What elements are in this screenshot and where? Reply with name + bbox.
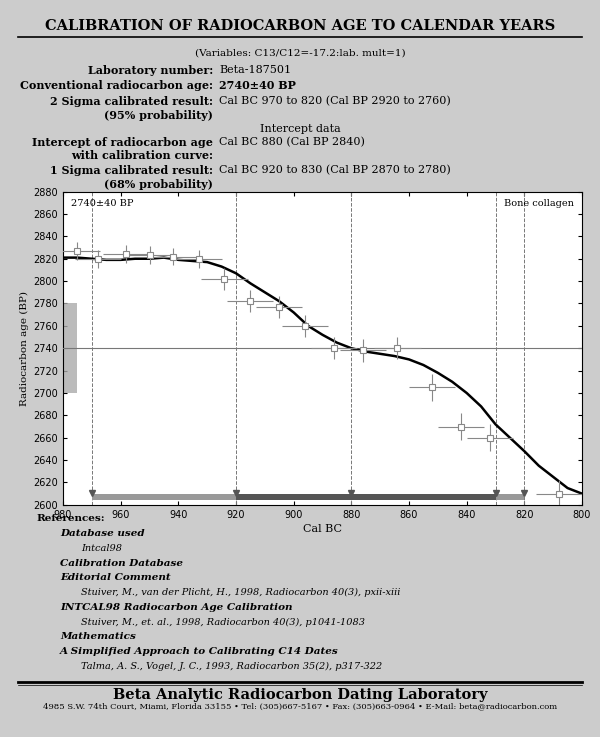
Bar [92, 494, 524, 500]
Y-axis label: Radiocarbon age (BP): Radiocarbon age (BP) [20, 290, 29, 406]
Text: Calibration Database: Calibration Database [60, 559, 183, 567]
Text: (68% probability): (68% probability) [104, 179, 213, 190]
Text: Database used: Database used [60, 529, 145, 538]
Text: (Variables: C13/C12=-17.2:lab. mult=1): (Variables: C13/C12=-17.2:lab. mult=1) [194, 49, 406, 57]
Bar [236, 494, 496, 500]
X-axis label: Cal BC: Cal BC [303, 524, 342, 534]
Text: Intercept of radiocarbon age: Intercept of radiocarbon age [32, 137, 213, 148]
Text: References:: References: [36, 514, 104, 523]
Text: 2740±40 BP: 2740±40 BP [219, 80, 296, 91]
Text: CALIBRATION OF RADIOCARBON AGE TO CALENDAR YEARS: CALIBRATION OF RADIOCARBON AGE TO CALEND… [45, 19, 555, 33]
Text: Mathematics: Mathematics [60, 632, 136, 641]
Text: Editorial Comment: Editorial Comment [60, 573, 170, 582]
Text: Cal BC 880 (Cal BP 2840): Cal BC 880 (Cal BP 2840) [219, 137, 365, 147]
Text: 1 Sigma calibrated result:: 1 Sigma calibrated result: [50, 165, 213, 176]
Text: Cal BC 920 to 830 (Cal BP 2870 to 2780): Cal BC 920 to 830 (Cal BP 2870 to 2780) [219, 165, 451, 175]
Text: Cal BC 970 to 820 (Cal BP 2920 to 2760): Cal BC 970 to 820 (Cal BP 2920 to 2760) [219, 96, 451, 106]
Text: (95% probability): (95% probability) [104, 110, 213, 121]
Text: 2 Sigma calibrated result:: 2 Sigma calibrated result: [50, 96, 213, 107]
Text: with calibration curve:: with calibration curve: [71, 150, 213, 161]
Text: INTCAL98 Radiocarbon Age Calibration: INTCAL98 Radiocarbon Age Calibration [60, 603, 293, 612]
Text: Beta-187501: Beta-187501 [219, 65, 291, 75]
Text: Talma, A. S., Vogel, J. C., 1993, Radiocarbon 35(2), p317-322: Talma, A. S., Vogel, J. C., 1993, Radioc… [81, 662, 382, 671]
Text: Intcal98: Intcal98 [81, 544, 122, 553]
Text: Intercept data: Intercept data [260, 124, 340, 134]
Text: Bone collagen: Bone collagen [505, 200, 574, 209]
Text: 2740±40 BP: 2740±40 BP [71, 200, 133, 209]
Text: Conventional radiocarbon age:: Conventional radiocarbon age: [20, 80, 213, 91]
Bar [63, 304, 77, 393]
Text: Laboratory number:: Laboratory number: [88, 65, 213, 76]
Text: Stuiver, M., et. al., 1998, Radiocarbon 40(3), p1041-1083: Stuiver, M., et. al., 1998, Radiocarbon … [81, 618, 365, 626]
Text: 4985 S.W. 74th Court, Miami, Florida 33155 • Tel: (305)667-5167 • Fax: (305)663-: 4985 S.W. 74th Court, Miami, Florida 331… [43, 702, 557, 710]
Text: Stuiver, M., van der Plicht, H., 1998, Radiocarbon 40(3), pxii-xiii: Stuiver, M., van der Plicht, H., 1998, R… [81, 588, 400, 597]
Text: A Simplified Approach to Calibrating C14 Dates: A Simplified Approach to Calibrating C14… [60, 647, 339, 656]
Text: Beta Analytic Radiocarbon Dating Laboratory: Beta Analytic Radiocarbon Dating Laborat… [113, 688, 487, 702]
